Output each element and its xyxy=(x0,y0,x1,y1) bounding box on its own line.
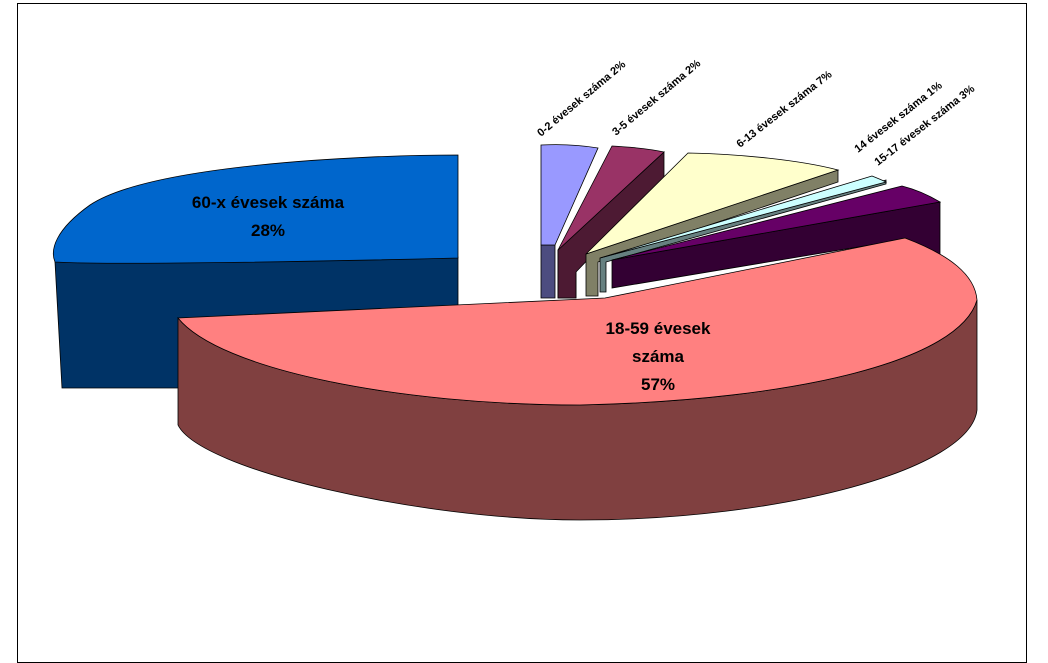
slice-6-13-top xyxy=(585,152,840,255)
slice-60x-top xyxy=(52,154,459,264)
slice-14-top xyxy=(599,175,888,259)
slice-label-18-59-line2: száma xyxy=(632,347,685,366)
pie-slice-6-13 xyxy=(585,152,840,297)
pie-slice-18-59 xyxy=(177,237,978,521)
slice-0-2-side xyxy=(540,244,556,299)
slice-label-18-59-line1: 18-59 évesek xyxy=(606,319,711,338)
slice-pct-60x: 28% xyxy=(251,221,285,240)
slice-14-side xyxy=(599,179,887,293)
slice-label-60x: 60-x évesek száma xyxy=(192,193,345,212)
svg-text:6-13 évesek száma 7%: 6-13 évesek száma 7% xyxy=(734,68,834,150)
pie-slice-14 xyxy=(599,175,888,293)
slice-0-2-top xyxy=(540,144,599,246)
pie-slice-0-2 xyxy=(540,144,599,299)
pie-slice-3-5 xyxy=(557,145,665,299)
slice-15-17-top xyxy=(611,185,942,261)
slice-pct-18-59: 57% xyxy=(641,375,675,394)
slice-label-6-13: 6-13 évesek száma 7% xyxy=(734,68,834,150)
slice-18-59-top xyxy=(177,237,978,406)
slice-3-5-top xyxy=(557,145,665,251)
